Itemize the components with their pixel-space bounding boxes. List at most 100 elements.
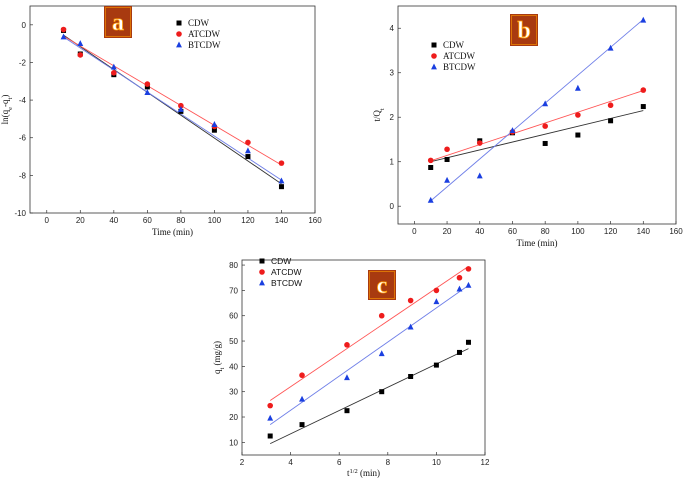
x-tick-label: 80 <box>176 216 185 225</box>
y-axis-label-part: e <box>7 107 14 110</box>
data-point-cdw <box>542 140 548 146</box>
data-point-cdw <box>640 104 646 110</box>
data-point-cdw <box>444 156 450 162</box>
x-tick-label: 12 <box>481 458 490 467</box>
data-point-btcdw <box>245 147 251 154</box>
fit-line-btcdw <box>269 284 469 425</box>
data-point-atcdw <box>465 266 472 272</box>
panel-badge-label: c <box>377 273 388 299</box>
data-point-atcdw <box>444 146 450 153</box>
fit-line-cdw <box>430 110 644 163</box>
data-point-btcdw <box>433 298 440 305</box>
data-point-btcdw <box>110 63 117 70</box>
y-tick-label: 70 <box>229 286 238 295</box>
data-point-atcdw <box>542 123 548 129</box>
y-tick-label: -10 <box>14 209 26 218</box>
chart-b: 0 20 40 60 80 100 120 140 160 0 1 2 3 4 Time (min) t/Qt… <box>372 5 683 248</box>
panel-badge-edge <box>369 271 395 299</box>
legend-label-atcdw: ATCDW <box>188 29 221 39</box>
data-point-atcdw <box>640 87 647 93</box>
chart-a: 0 20 40 60 80 100 120 140 160 -10 -8 -6 -4 -2 0 Time (m… <box>0 5 322 237</box>
y-axis-label-part: q <box>212 369 222 374</box>
data-point-btcdw <box>344 374 350 381</box>
legend-label-btcdw: BTCDW <box>188 40 221 50</box>
y-tick-label: -6 <box>19 134 27 143</box>
data-point-atcdw <box>476 140 483 146</box>
x-tick-label: 100 <box>208 216 222 225</box>
y-tick-label: -2 <box>19 58 27 67</box>
y-tick-label: 20 <box>229 413 238 422</box>
data-point-cdw <box>465 339 471 345</box>
data-point-btcdw <box>427 196 434 203</box>
data-point-btcdw <box>476 172 483 179</box>
data-point-atcdw <box>267 402 273 409</box>
data-point-cdw <box>344 408 350 414</box>
x-tick-label: 80 <box>541 227 550 236</box>
x-tick-label: 20 <box>443 227 452 236</box>
x-tick-label: 20 <box>76 216 85 225</box>
data-point-atcdw <box>245 139 251 146</box>
fit-line-atcdw <box>430 90 644 162</box>
x-tick-label: 160 <box>669 227 683 236</box>
data-point-cdw <box>433 362 439 368</box>
data-point-atcdw <box>433 287 440 294</box>
y-axis-label: ln(qe-qt) <box>0 95 14 125</box>
x-axis-label-part: (min) <box>358 468 380 478</box>
data-point-cdw <box>245 154 251 160</box>
y-axis-label-part: t <box>7 97 14 99</box>
panel-badge-label: a <box>112 10 124 36</box>
legend-label-atcdw: ATCDW <box>443 51 476 61</box>
data-point-btcdw <box>407 323 414 330</box>
data-point-atcdw <box>456 274 463 281</box>
fit-line-cdw <box>63 34 282 185</box>
y-tick-label: 0 <box>22 21 27 30</box>
panel-badge-edge <box>511 15 537 45</box>
legend-marker-cdw <box>259 258 265 264</box>
x-axis-label: Time (min) <box>517 238 558 248</box>
y-tick-label: 30 <box>229 388 238 397</box>
data-point-btcdw <box>444 176 450 183</box>
data-point-cdw <box>278 184 284 190</box>
legend-marker-cdw <box>431 42 437 48</box>
legend-marker-atcdw <box>176 31 182 37</box>
data-point-atcdw <box>575 112 581 118</box>
data-point-btcdw <box>574 84 581 91</box>
x-tick-label: 0 <box>45 216 50 225</box>
data-point-cdw <box>608 118 614 124</box>
x-tick-label: 8 <box>386 458 391 467</box>
x-axis-label: t1/2 (min) <box>347 468 380 479</box>
x-tick-label: 4 <box>288 458 293 467</box>
x-tick-label: 40 <box>109 216 118 225</box>
data-point-cdw <box>408 373 414 379</box>
x-axis-label-part: t <box>347 468 350 478</box>
fit-line-btcdw <box>430 19 644 202</box>
y-axis-label-part: t <box>219 368 226 370</box>
x-tick-label: 60 <box>508 227 517 236</box>
data-point-cdw <box>299 422 305 428</box>
y-tick-label: 2 <box>390 113 395 122</box>
data-point-atcdw <box>77 52 84 58</box>
y-axis-label-part: -q <box>0 99 10 107</box>
data-point-btcdw <box>299 395 305 402</box>
data-point-cdw <box>575 132 581 138</box>
x-tick-label: 2 <box>240 458 245 467</box>
legend-marker-cdw <box>176 20 182 26</box>
legend-label-btcdw: BTCDW <box>271 278 302 288</box>
legend-marker-atcdw <box>431 53 437 59</box>
legend-label-cdw: CDW <box>443 40 465 50</box>
data-point-atcdw <box>144 81 151 87</box>
y-tick-label: 80 <box>229 261 238 270</box>
plot-frame-b <box>397 5 677 225</box>
y-tick-label: 1 <box>390 158 395 167</box>
data-point-atcdw <box>407 297 414 304</box>
legend-label-cdw: CDW <box>188 18 210 28</box>
y-axis-label-part: ln(q <box>0 109 10 124</box>
x-tick-label: 100 <box>571 227 585 236</box>
x-tick-label: 140 <box>275 216 289 225</box>
data-point-atcdw <box>427 157 434 164</box>
x-tick-label: 10 <box>432 458 441 467</box>
data-point-btcdw <box>144 89 151 95</box>
x-tick-label: 6 <box>337 458 342 467</box>
y-tick-label: 4 <box>390 24 395 33</box>
